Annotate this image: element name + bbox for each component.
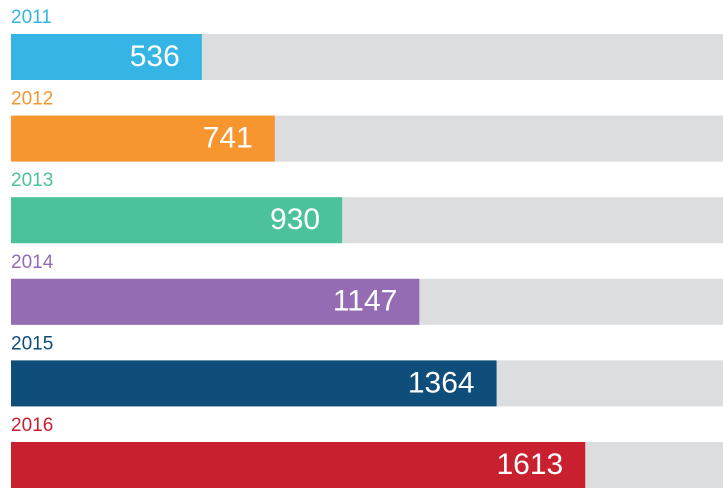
value-label: 1364 — [408, 366, 475, 399]
bar — [11, 115, 275, 162]
bar — [11, 442, 586, 488]
category-label: 2014 — [11, 252, 54, 273]
value-label: 1613 — [496, 448, 563, 481]
bar — [11, 360, 497, 407]
category-label: 2016 — [11, 415, 53, 436]
bar — [11, 278, 420, 325]
category-label: 2013 — [11, 170, 53, 191]
value-label: 930 — [270, 203, 320, 236]
bar — [11, 34, 202, 80]
category-label: 2011 — [11, 7, 52, 28]
category-label: 2012 — [11, 89, 53, 110]
value-label: 1147 — [333, 285, 398, 318]
value-label: 536 — [130, 40, 180, 73]
value-label: 741 — [203, 122, 253, 155]
category-label: 2015 — [11, 333, 53, 354]
bar — [11, 197, 343, 244]
